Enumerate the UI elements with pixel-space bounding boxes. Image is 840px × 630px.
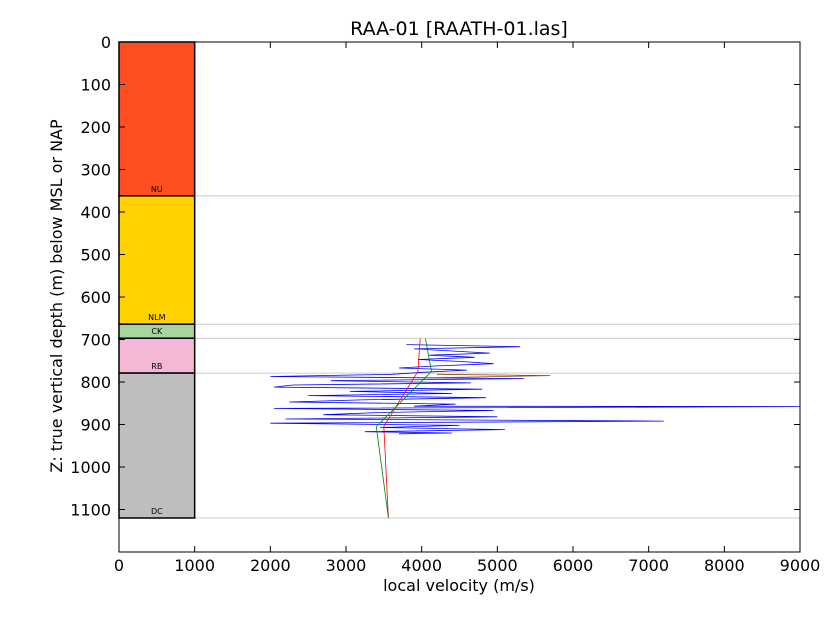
formation-block [118,372,196,519]
y-axis-title: Z: true vertical depth (m) below MSL or … [47,119,66,473]
x-tick-label: 4000 [401,556,442,575]
x-axis-title: local velocity (m/s) [383,576,535,595]
y-tick-label: 300 [80,161,111,180]
y-tick-label: 0 [101,33,111,52]
y-tick-label: 400 [80,203,111,222]
y-tick-label: 200 [80,118,111,137]
formation-label: CK [151,327,163,336]
y-tick-label: 1000 [70,458,111,477]
x-tick-label: 5000 [477,556,518,575]
x-tick-label: 8000 [704,556,745,575]
x-tick-label: 3000 [326,556,367,575]
formation-block [118,41,196,197]
formation-label: DC [151,507,163,516]
y-tick-label: 900 [80,416,111,435]
y-tick-label: 800 [80,373,111,392]
y-tick-label: 700 [80,331,111,350]
x-tick-label: 9000 [780,556,821,575]
chart-title: RAA-01 [RAATH-01.las] [350,18,568,40]
formation-label: RB [151,362,162,371]
x-tick-label: 6000 [553,556,594,575]
x-tick-label: 1000 [174,556,215,575]
y-tick-label: 600 [80,288,111,307]
velocity-series-line [429,373,551,379]
formation-label: NLM [148,313,165,322]
formation-block [118,195,196,325]
y-tick-label: 500 [80,246,111,265]
velocity-series-line [383,338,421,519]
y-tick-label: 100 [80,76,111,95]
plot-frame [118,41,801,553]
y-tick-label: 1100 [70,501,111,520]
velocity-series-line [270,344,801,435]
x-tick-label: 7000 [628,556,669,575]
x-tick-label: 0 [114,556,124,575]
velocity-series-line [375,338,432,519]
formation-label: NU [151,185,163,194]
x-tick-label: 2000 [250,556,291,575]
